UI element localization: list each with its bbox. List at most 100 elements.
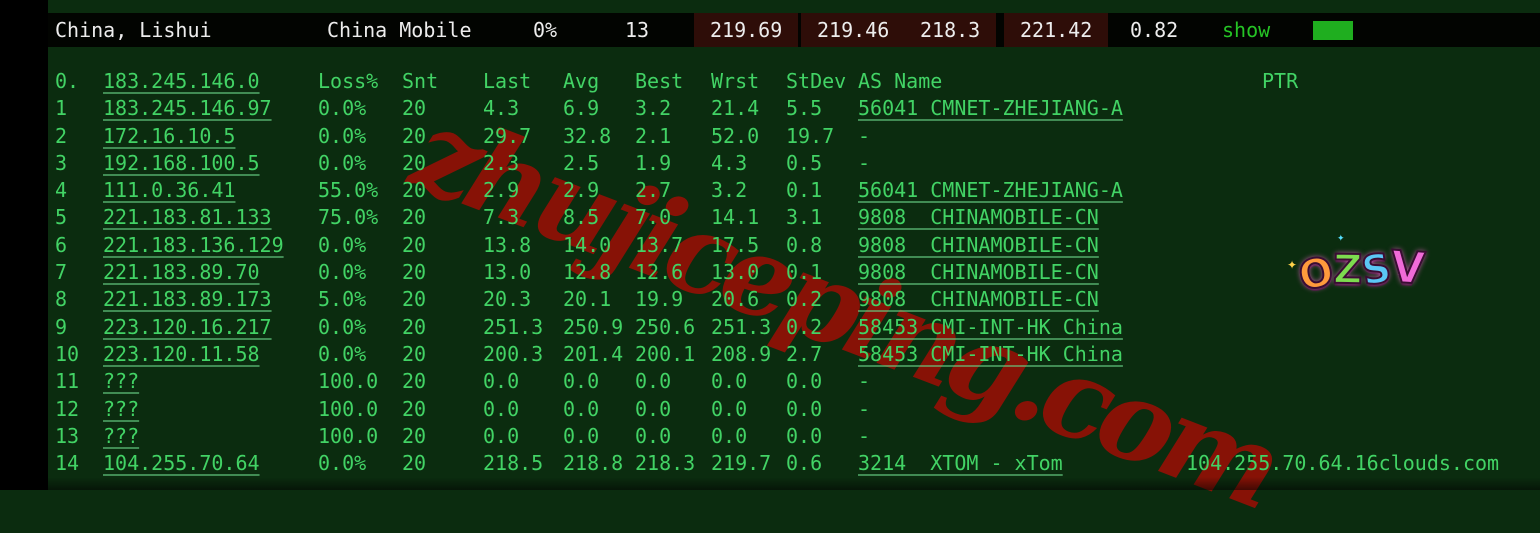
hop-ip-link[interactable]: 104.255.70.64 xyxy=(103,451,260,476)
avg-cell: 8.5 xyxy=(563,205,600,230)
loss-cell: 0.0% xyxy=(318,123,367,148)
as-name-cell: - xyxy=(858,423,871,448)
header-wrst: Wrst xyxy=(711,69,760,93)
loss-cell: 0.0% xyxy=(318,232,367,257)
table-row: 1 183.245.146.97 0.0% 20 4.3 6.9 3.2 21.… xyxy=(48,95,1540,122)
stdev-cell: 0.2 xyxy=(786,314,823,339)
hop-ip-link[interactable]: 221.183.81.133 xyxy=(103,205,272,230)
hop-ip-link[interactable]: 221.183.136.129 xyxy=(103,232,284,257)
hop-ip-link[interactable]: 192.168.100.5 xyxy=(103,150,260,175)
header-hop: 0. xyxy=(55,69,80,93)
snt-cell: 20 xyxy=(402,423,427,448)
best-cell: 7.0 xyxy=(635,205,672,230)
stdev-cell: 0.1 xyxy=(786,178,823,203)
hop-ip-link[interactable]: ??? xyxy=(103,369,140,394)
best-cell: 250.6 xyxy=(635,314,696,339)
last-cell: 251.3 xyxy=(483,314,544,339)
hop-ip-link[interactable]: ??? xyxy=(103,423,140,448)
as-name-link[interactable]: 58453 CMI-INT-HK China xyxy=(858,314,1123,339)
hop-ip-link[interactable]: 223.120.16.217 xyxy=(103,314,272,339)
ptr-cell xyxy=(1186,314,1540,341)
last-cell: 2.9 xyxy=(483,178,520,203)
hop-number: 4 xyxy=(55,178,68,203)
loss-cell: 0.0% xyxy=(318,451,367,476)
table-row: 4 111.0.36.41 55.0% 20 2.9 2.9 2.7 3.2 0… xyxy=(48,177,1540,204)
as-name-link[interactable]: 58453 CMI-INT-HK China xyxy=(858,341,1123,366)
avg-cell: 2.5 xyxy=(563,150,600,175)
hop-ip-link[interactable]: ??? xyxy=(103,396,140,421)
table-row: 14 104.255.70.64 0.0% 20 218.5 218.8 218… xyxy=(48,450,1540,477)
as-name-link[interactable]: 9808 CHINAMOBILE-CN xyxy=(858,205,1099,230)
stdev-cell: 5.5 xyxy=(786,96,823,121)
stdev-cell: 0.0 xyxy=(786,369,823,394)
snt-cell: 20 xyxy=(402,232,427,257)
summary-packet-count: 13 xyxy=(625,18,650,42)
last-cell: 29.7 xyxy=(483,123,532,148)
as-name-link[interactable]: 9808 CHINAMOBILE-CN xyxy=(858,232,1099,257)
snt-cell: 20 xyxy=(402,341,427,366)
best-cell: 13.7 xyxy=(635,232,684,257)
loss-cell: 0.0% xyxy=(318,341,367,366)
summary-provider: China Mobile xyxy=(327,18,472,42)
last-cell: 4.3 xyxy=(483,96,520,121)
snt-cell: 20 xyxy=(402,451,427,476)
hop-ip-link[interactable]: 221.183.89.70 xyxy=(103,260,260,285)
status-indicator-button[interactable] xyxy=(1313,21,1353,40)
hop-ip-link[interactable]: 111.0.36.41 xyxy=(103,178,236,203)
sparkle-icon: ✦ xyxy=(1337,234,1345,244)
hop-ip-link[interactable]: 221.183.89.173 xyxy=(103,287,272,312)
best-cell: 12.6 xyxy=(635,260,684,285)
ozsv-graffiti-logo: ✦ ✦ ✦ OZSV xyxy=(1287,234,1427,301)
table-row: 12 ??? 100.0 20 0.0 0.0 0.0 0.0 0.0 - xyxy=(48,396,1540,423)
summary-bar: China, Lishui China Mobile 0% 13 219.69 … xyxy=(48,13,1540,47)
as-name-link[interactable]: 56041 CMNET-ZHEJIANG-A xyxy=(858,96,1123,121)
show-link[interactable]: show xyxy=(1222,18,1271,42)
stdev-cell: 0.1 xyxy=(786,260,823,285)
table-row: 13 ??? 100.0 20 0.0 0.0 0.0 0.0 0.0 - xyxy=(48,423,1540,450)
wrst-cell: 251.3 xyxy=(711,314,772,339)
last-cell: 0.0 xyxy=(483,423,520,448)
hop-number: 13 xyxy=(55,423,80,448)
avg-cell: 0.0 xyxy=(563,423,600,448)
as-name-link[interactable]: 56041 CMNET-ZHEJIANG-A xyxy=(858,178,1123,203)
hop-number: 8 xyxy=(55,287,68,312)
as-name-link[interactable]: 3214 XTOM - xTom xyxy=(858,451,1063,476)
table-rows: 1 183.245.146.97 0.0% 20 4.3 6.9 3.2 21.… xyxy=(48,95,1540,477)
as-name-link[interactable]: 9808 CHINAMOBILE-CN xyxy=(858,260,1099,285)
snt-cell: 20 xyxy=(402,96,427,121)
summary-latency-worst: 221.42 xyxy=(1004,13,1109,47)
best-cell: 2.1 xyxy=(635,123,672,148)
stdev-cell: 19.7 xyxy=(786,123,835,148)
best-cell: 19.9 xyxy=(635,287,684,312)
stdev-cell: 0.0 xyxy=(786,423,823,448)
snt-cell: 20 xyxy=(402,260,427,285)
loss-cell: 100.0 xyxy=(318,423,379,448)
stdev-cell: 3.1 xyxy=(786,205,823,230)
snt-cell: 20 xyxy=(402,396,427,421)
ptr-cell xyxy=(1186,177,1540,204)
as-name-link[interactable]: 9808 CHINAMOBILE-CN xyxy=(858,287,1099,312)
left-black-gutter xyxy=(0,0,48,490)
wrst-cell: 14.1 xyxy=(711,205,760,230)
stdev-cell: 0.2 xyxy=(786,287,823,312)
last-cell: 13.0 xyxy=(483,260,532,285)
avg-cell: 6.9 xyxy=(563,96,600,121)
hop-ip-link[interactable]: 223.120.11.58 xyxy=(103,341,260,366)
wrst-cell: 4.3 xyxy=(711,150,748,175)
sparkle-icon: ✦ xyxy=(1396,268,1407,282)
hop-number: 6 xyxy=(55,232,68,257)
ptr-cell xyxy=(1186,95,1540,122)
summary-latency-best: 218.3 xyxy=(904,13,997,47)
hop-ip-link[interactable]: 172.16.10.5 xyxy=(103,123,236,148)
header-best: Best xyxy=(635,69,684,93)
hop-ip-link[interactable]: 183.245.146.97 xyxy=(103,96,272,121)
wrst-cell: 219.7 xyxy=(711,451,772,476)
best-cell: 1.9 xyxy=(635,150,672,175)
loss-cell: 55.0% xyxy=(318,178,379,203)
header-target-ip-link[interactable]: 183.245.146.0 xyxy=(103,69,260,93)
last-cell: 2.3 xyxy=(483,150,520,175)
wrst-cell: 21.4 xyxy=(711,96,760,121)
avg-cell: 0.0 xyxy=(563,369,600,394)
snt-cell: 20 xyxy=(402,314,427,339)
table-row: 8 221.183.89.173 5.0% 20 20.3 20.1 19.9 … xyxy=(48,286,1540,313)
